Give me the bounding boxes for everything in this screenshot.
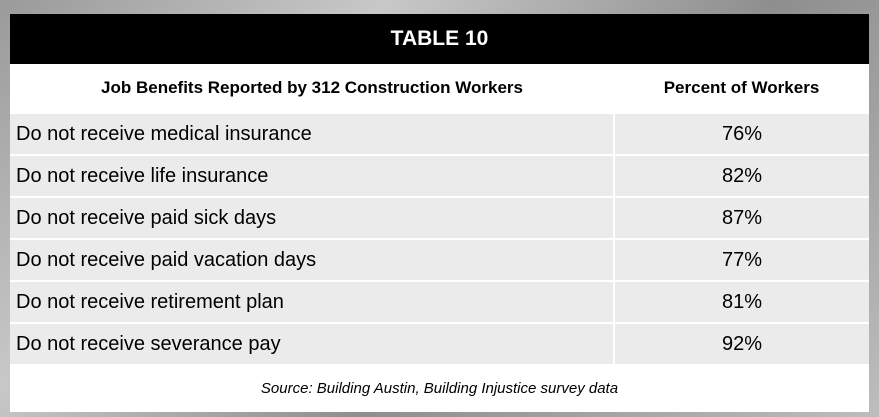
row-value: 92% [614, 322, 869, 366]
row-label: Do not receive medical insurance [10, 112, 615, 156]
row-label: Do not receive severance pay [10, 322, 615, 366]
table-panel: TABLE 10 Job Benefits Reported by 312 Co… [10, 14, 869, 412]
table: TABLE 10 Job Benefits Reported by 312 Co… [10, 14, 869, 412]
table-body: Do not receive medical insurance 76% Do no… [10, 112, 869, 366]
row-label: Do not receive retirement plan [10, 280, 615, 324]
table-row: Do not receive medical insurance 76% [10, 112, 869, 156]
row-label: Do not receive life insurance [10, 154, 615, 198]
row-value: 76% [614, 112, 869, 156]
source-note: Source: Building Austin, Building Injust… [10, 364, 869, 412]
table-row: Do not receive retirement plan 81% [10, 280, 869, 324]
row-value: 87% [614, 196, 869, 240]
row-value: 82% [614, 154, 869, 198]
column-header: Job Benefits Reported by 312 Constructio… [10, 64, 614, 114]
row-label: Do not receive paid vacation days [10, 238, 615, 282]
row-value: 77% [614, 238, 869, 282]
row-value: 81% [614, 280, 869, 324]
table-title: TABLE 10 [10, 14, 869, 64]
table-row: Do not receive severance pay 92% [10, 322, 869, 366]
table-row: Do not receive paid sick days 87% [10, 196, 869, 240]
table-row: Do not receive life insurance 82% [10, 154, 869, 198]
column-header: Percent of Workers [614, 64, 869, 114]
row-label: Do not receive paid sick days [10, 196, 615, 240]
table-row: Do not receive paid vacation days 77% [10, 238, 869, 282]
header-row: Job Benefits Reported by 312 Constructio… [10, 64, 869, 114]
